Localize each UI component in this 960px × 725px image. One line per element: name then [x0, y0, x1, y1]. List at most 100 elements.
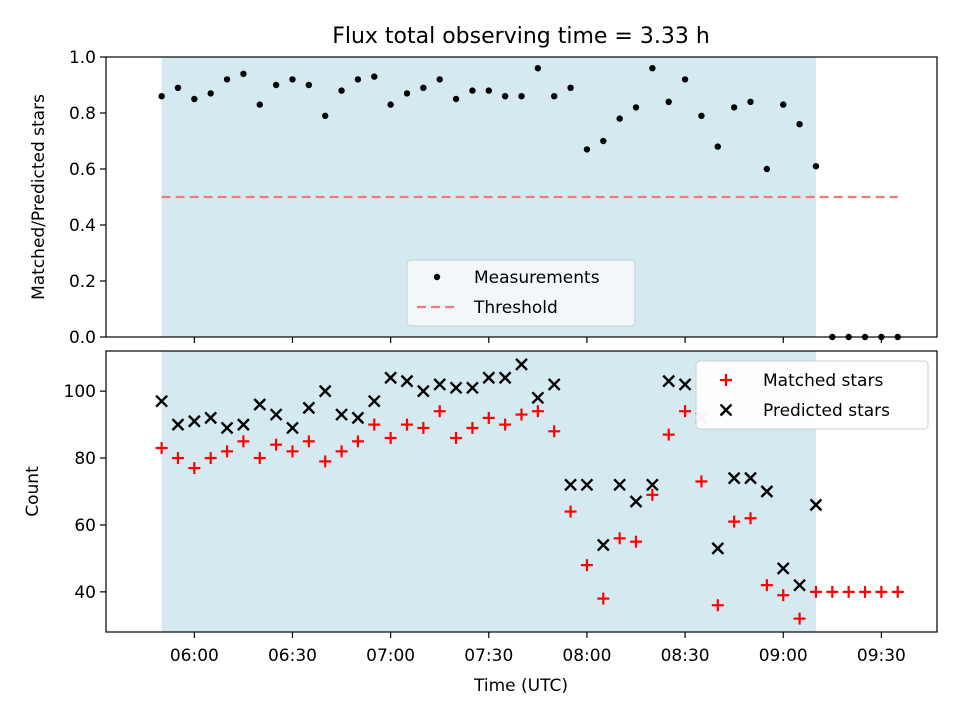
- measurement-point: [681, 76, 689, 83]
- matched-star-point: [662, 428, 675, 441]
- x-marker-b: [719, 403, 733, 417]
- x-marker-b: [187, 414, 201, 428]
- measurement-point: [322, 112, 329, 120]
- legend-dot-icon: [433, 273, 441, 281]
- predicted-star-point: [367, 394, 381, 408]
- measurement-point: [747, 98, 754, 106]
- x-marker-b: [711, 542, 725, 555]
- predicted-star-point: [237, 418, 250, 431]
- predicted-star-point: [678, 378, 692, 391]
- x-marker-b: [809, 498, 823, 512]
- matched-star-point: [580, 559, 593, 572]
- predicted-star-point: [335, 408, 348, 421]
- predicted-star-point: [613, 478, 626, 492]
- predicted-star-point: [187, 414, 201, 428]
- measurement-point: [289, 76, 296, 83]
- matched-star-point: [777, 589, 790, 602]
- predicted-star-point: [793, 578, 806, 592]
- predicted-star-point: [744, 471, 757, 485]
- matched-star-point: [482, 411, 495, 424]
- matched-star-point: [793, 612, 806, 625]
- predicted-star-point: [580, 478, 594, 492]
- matched-star-point: [548, 425, 561, 438]
- matched-star-point: [630, 535, 643, 548]
- measurement-point: [567, 84, 574, 92]
- matched-star-point: [711, 599, 724, 612]
- measurement-point: [207, 90, 214, 97]
- ratio-panel: Measurements Threshold 0.0 0.2 0.4 0.6 0.8 1.0…: [29, 48, 938, 348]
- matched-star-point: [679, 405, 692, 418]
- predicted-star-point: [449, 381, 463, 395]
- measurement-point: [796, 121, 803, 128]
- predicted-star-point: [351, 411, 365, 425]
- predicted-star-point: [417, 384, 430, 398]
- matched-star-point: [826, 585, 839, 598]
- x-marker-b: [580, 478, 594, 492]
- x-marker-b: [678, 378, 692, 391]
- measurement-point: [665, 98, 672, 106]
- x-marker-b: [171, 418, 185, 431]
- x-tick-label: 07:30: [464, 646, 513, 666]
- x-marker-b: [793, 578, 806, 592]
- matched-star-point: [221, 445, 234, 458]
- predicted-star-point: [596, 538, 610, 552]
- legend-x-icon: [719, 403, 733, 417]
- x-tick-label: 09:30: [857, 646, 906, 666]
- measurement-point: [387, 101, 394, 108]
- legend-label-threshold: Threshold: [473, 298, 558, 318]
- x-marker-b: [433, 378, 447, 391]
- x-marker-b: [662, 374, 676, 388]
- predicted-star-point: [302, 401, 316, 415]
- predicted-star-point: [564, 478, 577, 492]
- x-marker-b: [613, 478, 626, 492]
- x-marker-b: [466, 381, 479, 395]
- matched-star-point: [760, 579, 773, 592]
- y-tick-label: 60: [74, 516, 96, 536]
- x-marker-b: [155, 394, 168, 408]
- count-panel: Matched stars Predicted stars 40 60 80 100 0…: [23, 350, 938, 666]
- matched-star-point: [891, 585, 904, 598]
- x-marker-b: [482, 371, 496, 385]
- predicted-star-point: [629, 495, 643, 508]
- measurement-point: [812, 163, 820, 170]
- predicted-star-point: [809, 498, 823, 512]
- measurement-point: [714, 143, 721, 150]
- predicted-star-point: [433, 378, 447, 391]
- x-marker-b: [367, 394, 381, 408]
- matched-star-point: [859, 585, 872, 598]
- matched-star-point: [842, 585, 855, 598]
- predicted-star-point: [204, 411, 218, 425]
- count-axes-frame: [105, 350, 938, 633]
- x-marker-b: [596, 538, 610, 552]
- x-marker-b: [515, 358, 528, 371]
- matched-star-point: [466, 421, 479, 434]
- matched-star-point: [204, 452, 217, 465]
- measurement-point: [452, 95, 460, 103]
- measurement-point: [698, 112, 705, 120]
- predicted-star-point: [400, 374, 414, 388]
- measurement-point: [763, 165, 771, 173]
- predicted-star-point: [776, 562, 790, 575]
- x-marker-b: [547, 378, 561, 391]
- x-tick-label: 07:00: [366, 646, 415, 666]
- predicted-star-point: [269, 408, 283, 421]
- matched-star-point: [270, 438, 283, 451]
- legend-label-predicted: Predicted stars: [763, 401, 890, 421]
- x-tick-label: 06:30: [268, 646, 317, 666]
- matched-star-point: [728, 515, 741, 528]
- x-marker-b: [417, 384, 430, 398]
- y-tick-label: 80: [74, 449, 96, 469]
- matched-star-point: [302, 435, 315, 448]
- x-tick-label: 08:30: [661, 646, 710, 666]
- predicted-star-point: [760, 485, 774, 498]
- x-marker-b: [629, 495, 643, 508]
- ratio-axes-frame: [105, 56, 938, 338]
- x-marker-b: [646, 478, 659, 492]
- measurement-point: [730, 104, 738, 111]
- y-tick-label: 0.6: [69, 160, 96, 180]
- matched-star-point: [335, 445, 348, 458]
- matched-star-point: [613, 532, 626, 545]
- x-marker-b: [498, 371, 512, 385]
- measurement-point: [338, 87, 345, 94]
